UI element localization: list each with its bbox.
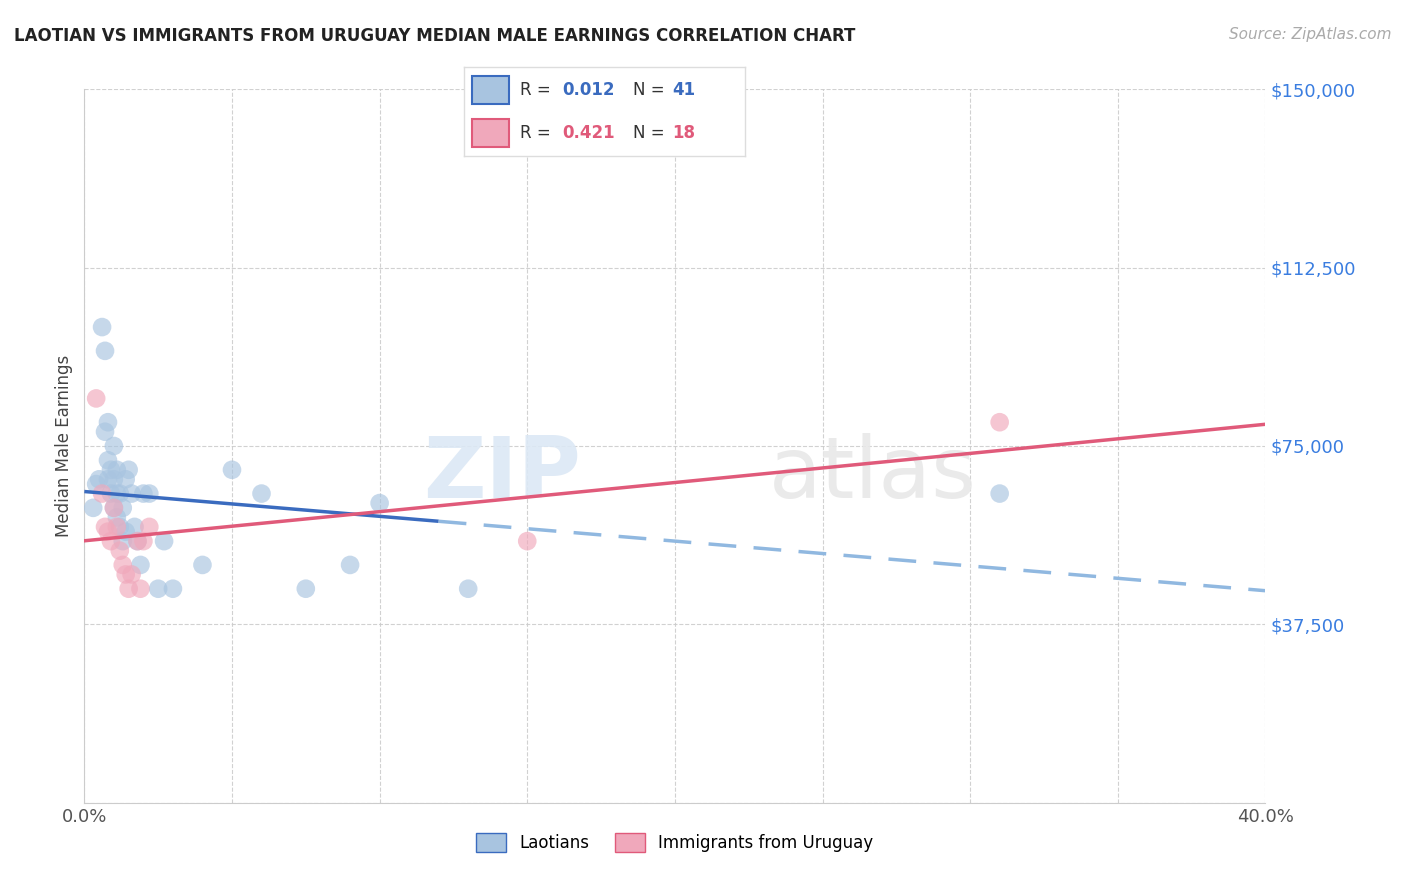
Point [129, 558, 152, 572]
Point [118, 582, 141, 596]
Point [87, 472, 111, 486]
Point [516, 534, 538, 549]
Point [97, 472, 120, 486]
Point [97, 415, 120, 429]
Point [100, 534, 122, 549]
Text: 0.421: 0.421 [562, 124, 614, 142]
Point [339, 558, 361, 572]
Point [94, 425, 117, 439]
Point [111, 534, 134, 549]
Text: R =: R = [520, 81, 557, 99]
Point [100, 463, 122, 477]
Point [105, 463, 128, 477]
Text: ZIP: ZIP [423, 433, 581, 516]
Text: Source: ZipAtlas.com: Source: ZipAtlas.com [1229, 27, 1392, 42]
Y-axis label: Median Male Earnings: Median Male Earnings [55, 355, 73, 537]
Point [127, 534, 149, 549]
Point [138, 520, 160, 534]
Legend: Laotians, Immigrants from Uruguay: Laotians, Immigrants from Uruguay [470, 826, 880, 859]
Point [295, 582, 318, 596]
Point [118, 463, 141, 477]
Text: LAOTIAN VS IMMIGRANTS FROM URUGUAY MEDIAN MALE EARNINGS CORRELATION CHART: LAOTIAN VS IMMIGRANTS FROM URUGUAY MEDIA… [14, 27, 855, 45]
Point [108, 520, 131, 534]
Point [124, 520, 146, 534]
Point [100, 486, 122, 500]
Point [153, 534, 176, 549]
Text: N =: N = [633, 81, 669, 99]
Text: 41: 41 [672, 81, 695, 99]
Point [127, 534, 149, 549]
Point [82, 500, 104, 515]
Text: atlas: atlas [769, 433, 977, 516]
Point [138, 486, 160, 500]
Point [132, 486, 155, 500]
Point [111, 558, 134, 572]
Text: 0.012: 0.012 [562, 81, 614, 99]
Point [105, 520, 128, 534]
Text: R =: R = [520, 124, 557, 142]
Point [91, 486, 114, 500]
Point [105, 510, 128, 524]
Text: N =: N = [633, 124, 669, 142]
Point [103, 472, 125, 486]
Point [91, 320, 114, 334]
Point [457, 582, 479, 596]
Text: 18: 18 [672, 124, 695, 142]
Point [148, 582, 170, 596]
Point [103, 500, 125, 515]
Point [94, 520, 117, 534]
Point [97, 524, 120, 539]
Bar [472, 119, 509, 147]
Point [94, 343, 117, 358]
Bar [472, 76, 509, 104]
Point [114, 472, 136, 486]
Point [108, 486, 131, 500]
Point [191, 558, 214, 572]
Point [221, 463, 243, 477]
Point [368, 496, 391, 510]
Point [988, 486, 1011, 500]
Point [121, 567, 143, 582]
Point [114, 567, 136, 582]
Point [129, 582, 152, 596]
Point [108, 543, 131, 558]
Point [988, 415, 1011, 429]
Point [121, 486, 143, 500]
Point [132, 534, 155, 549]
Point [162, 582, 184, 596]
Point [103, 439, 125, 453]
Point [97, 453, 120, 467]
Point [105, 486, 128, 500]
Point [250, 486, 273, 500]
Point [111, 500, 134, 515]
Point [84, 477, 107, 491]
Point [114, 524, 136, 539]
Point [103, 500, 125, 515]
Point [84, 392, 107, 406]
